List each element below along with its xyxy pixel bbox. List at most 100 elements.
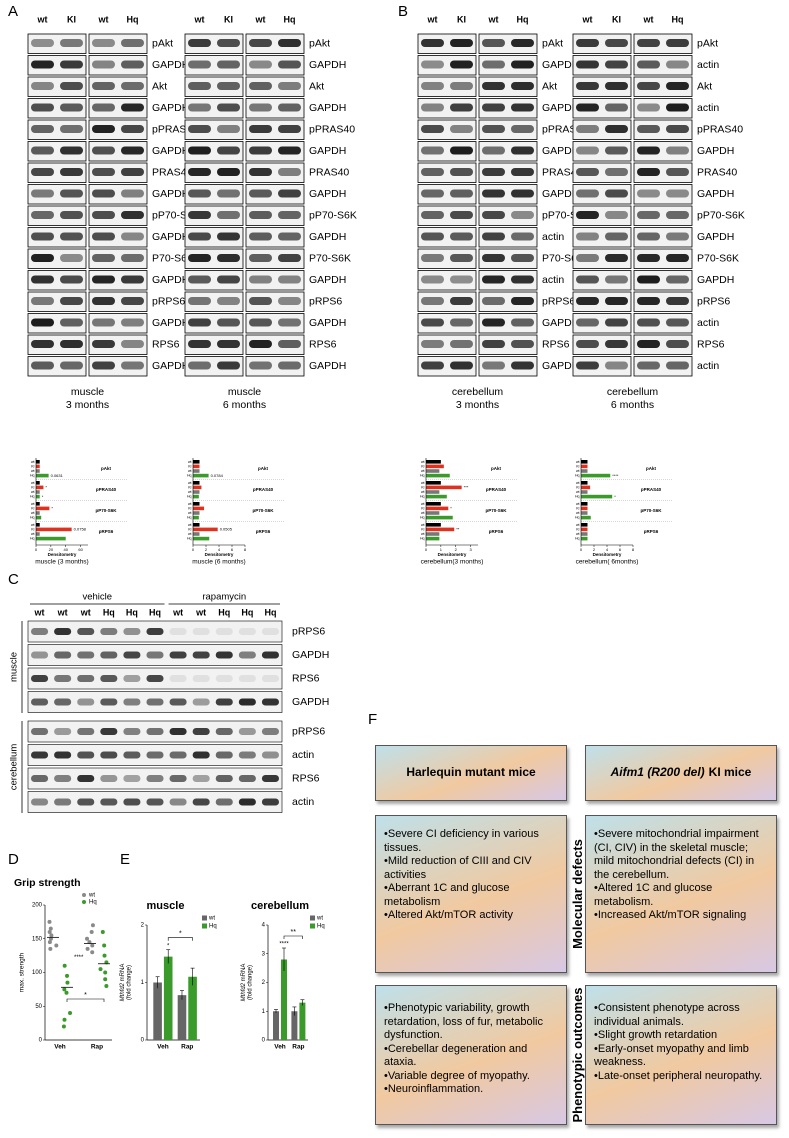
bracket <box>167 937 193 941</box>
blot-band <box>121 340 144 348</box>
lane-label: wt <box>34 607 45 617</box>
bar <box>188 976 197 1040</box>
blot-band <box>100 751 118 759</box>
row-label: GAPDH <box>542 59 579 71</box>
significance: * <box>450 506 452 511</box>
blot-box <box>633 141 693 162</box>
row-label: pAkt <box>697 38 718 50</box>
tick-label: 0 <box>141 1038 145 1044</box>
blot-box <box>633 291 693 312</box>
blot-band <box>249 168 272 176</box>
blot-band <box>450 189 473 198</box>
blot-box <box>572 76 632 97</box>
row-label: P70-S6K <box>152 253 194 265</box>
blot-band <box>217 318 240 327</box>
legend-label: Hq <box>89 900 97 906</box>
bar <box>581 469 588 473</box>
row-label: actin <box>697 360 719 372</box>
blot-band <box>192 628 210 635</box>
bar <box>426 523 441 527</box>
blot-box <box>245 205 305 226</box>
bar <box>177 995 187 1040</box>
legend-swatch <box>202 915 207 921</box>
blot-box <box>245 313 305 334</box>
blot-band <box>421 125 444 133</box>
blot-band <box>450 211 473 219</box>
bullet-item: •Severe mitochondrial impairment (CI, CI… <box>594 828 759 881</box>
bar <box>281 959 287 1040</box>
blot-band <box>511 340 534 348</box>
bar-label: Hq <box>187 537 192 541</box>
bar <box>36 481 40 485</box>
blot-band <box>169 775 187 782</box>
significance: * <box>45 485 47 490</box>
blot-box <box>88 205 148 226</box>
blot-band <box>421 60 444 69</box>
significance: *** <box>464 485 469 490</box>
lane-label: wt <box>643 14 654 24</box>
blot-band <box>511 275 534 284</box>
row-label: pRPS6 <box>697 296 730 308</box>
blot-band <box>215 751 233 759</box>
blot-box <box>184 184 244 205</box>
blot-box <box>633 162 693 183</box>
blot-box <box>417 270 477 291</box>
tick-label: 8 <box>244 547 247 552</box>
blot-band <box>100 798 118 806</box>
blot-box <box>27 33 87 54</box>
blot-band <box>100 651 118 659</box>
data-point <box>62 963 67 968</box>
blot-box <box>88 98 148 119</box>
blot-band <box>450 103 473 112</box>
blot-box <box>88 334 148 355</box>
blot-band <box>666 189 689 198</box>
blot-band <box>77 775 95 782</box>
blot-band <box>605 103 628 112</box>
blot-box <box>88 248 148 269</box>
blot-box <box>478 205 538 226</box>
bar-label: KI <box>421 528 424 532</box>
blot-band <box>278 146 301 155</box>
blot-band <box>278 254 301 262</box>
blot-band <box>215 628 233 635</box>
lane-label: wt <box>37 14 48 24</box>
blot-band <box>54 775 72 782</box>
bullet-item: •Consistent phenotype across individual … <box>594 1002 740 1028</box>
tick-label: 6 <box>231 547 234 552</box>
blot-box <box>27 55 87 76</box>
significance: * <box>614 494 616 499</box>
bar <box>273 1011 279 1040</box>
blot-band <box>421 146 444 155</box>
bar <box>163 956 173 1040</box>
bar-label: KI <box>576 486 579 490</box>
data-point <box>98 967 103 972</box>
blot-band <box>278 125 301 133</box>
tick-label: 4 <box>218 547 221 552</box>
blot-box <box>478 141 538 162</box>
bar <box>193 515 199 520</box>
data-point <box>49 933 54 938</box>
blot-band <box>238 798 256 806</box>
bar-label: Hq <box>575 474 580 478</box>
bar <box>426 490 440 494</box>
bullet-item: •Neuroinflammation. <box>384 1083 484 1095</box>
blot-band <box>92 125 115 133</box>
blot-band <box>31 232 54 241</box>
blot-box <box>417 334 477 355</box>
blot-band <box>605 318 628 327</box>
blot-box <box>478 334 538 355</box>
blot-box <box>27 98 87 119</box>
bar-label: Hq <box>187 516 192 520</box>
blot-band <box>605 39 628 47</box>
blot-band <box>482 318 505 327</box>
blot-band <box>278 60 301 69</box>
row-label: pPRAS40 <box>697 124 743 136</box>
data-point <box>103 970 108 975</box>
bar-label: Hq <box>575 495 580 499</box>
tick-label: 2 <box>455 547 458 552</box>
row-label: GAPDH <box>542 102 579 114</box>
blot-band <box>605 211 628 219</box>
blot-band <box>511 361 534 370</box>
bullet-item: •Cerebellar degeneration and ataxia. <box>384 1042 528 1069</box>
blot-band <box>60 146 83 155</box>
